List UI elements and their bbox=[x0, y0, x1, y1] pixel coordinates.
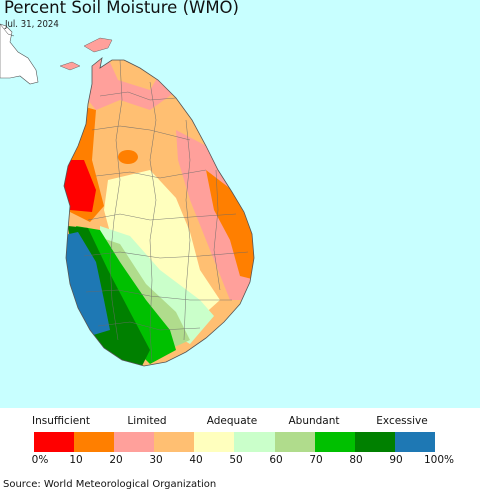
legend-category-excessive: Excessive bbox=[376, 415, 428, 427]
soil-moisture-map bbox=[0, 23, 255, 367]
legend-tick: 20 bbox=[109, 454, 123, 466]
legend-swatch bbox=[74, 432, 115, 452]
legend-category-insufficient: Insufficient bbox=[32, 415, 90, 427]
legend-tick: 60 bbox=[269, 454, 283, 466]
map-date: Jul. 31, 2024 bbox=[5, 19, 59, 30]
jaffna-islands bbox=[59, 61, 81, 71]
legend-category-adequate: Adequate bbox=[206, 415, 258, 427]
legend-swatch bbox=[194, 432, 235, 452]
legend-swatch bbox=[274, 432, 315, 452]
legend-swatch bbox=[154, 432, 195, 452]
india-coast bbox=[0, 23, 39, 85]
legend-swatch bbox=[394, 432, 435, 452]
legend-tick: 40 bbox=[189, 454, 203, 466]
legend-swatch bbox=[34, 432, 75, 452]
legend-tick: 30 bbox=[149, 454, 163, 466]
legend-category-abundant: Abundant bbox=[288, 415, 340, 427]
legend-swatch bbox=[354, 432, 395, 452]
source-credit: Source: World Meteorological Organizatio… bbox=[3, 479, 217, 490]
legend-tick: 10 bbox=[69, 454, 83, 466]
island-outline bbox=[63, 57, 255, 367]
legend-tick: 0% bbox=[31, 454, 49, 466]
legend-tick: 80 bbox=[349, 454, 363, 466]
sri-lanka-land bbox=[64, 58, 254, 366]
legend-swatch bbox=[234, 432, 275, 452]
legend-tick: 50 bbox=[229, 454, 243, 466]
legend-swatch bbox=[314, 432, 355, 452]
legend-tick: 70 bbox=[309, 454, 323, 466]
legend-tick: 100% bbox=[423, 454, 455, 466]
map-area bbox=[0, 0, 480, 408]
legend-swatch bbox=[114, 432, 155, 452]
legend-tick: 90 bbox=[389, 454, 403, 466]
map-title: Percent Soil Moisture (WMO) bbox=[4, 0, 239, 17]
legend-color-bar bbox=[34, 431, 435, 452]
legend-category-limited: Limited bbox=[127, 415, 167, 427]
